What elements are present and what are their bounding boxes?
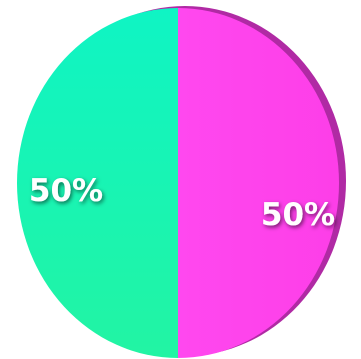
pie-slice-label-0: 50% (261, 197, 335, 233)
pie-slice-0 (178, 8, 339, 358)
pie-slices (17, 8, 339, 358)
pie-slice-1 (17, 8, 178, 358)
pie-labels: 50% 50% (29, 173, 335, 233)
pie-slice-label-1: 50% (29, 173, 103, 209)
